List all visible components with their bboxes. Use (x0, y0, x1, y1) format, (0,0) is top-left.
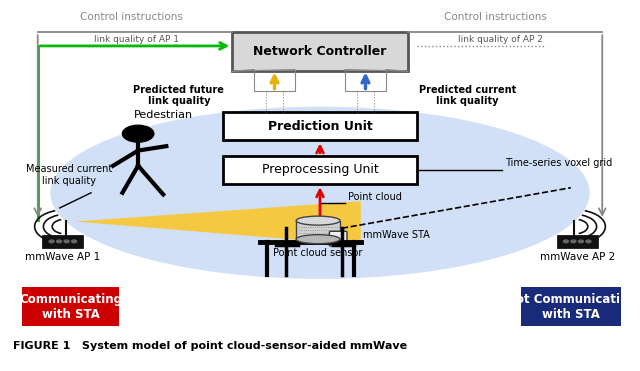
Text: link quality of AP 2: link quality of AP 2 (458, 35, 543, 43)
Polygon shape (76, 201, 361, 245)
Ellipse shape (51, 107, 589, 279)
Circle shape (571, 240, 576, 243)
Bar (223, 156, 417, 184)
Circle shape (49, 240, 54, 243)
Circle shape (122, 125, 154, 142)
Bar (521, 287, 621, 326)
Bar (232, 32, 408, 71)
Text: link quality of AP 1: link quality of AP 1 (94, 35, 179, 43)
Circle shape (64, 240, 69, 243)
Text: Predicted current
link quality: Predicted current link quality (419, 85, 516, 106)
Bar (254, 69, 295, 92)
Text: Preprocessing Unit: Preprocessing Unit (262, 164, 378, 177)
Ellipse shape (296, 216, 340, 225)
Circle shape (586, 240, 591, 243)
Text: Predicted future
link quality: Predicted future link quality (134, 85, 224, 106)
Bar (22, 287, 119, 326)
Circle shape (563, 240, 568, 243)
Circle shape (72, 240, 77, 243)
Text: Prediction Unit: Prediction Unit (268, 119, 372, 132)
Text: Network Controller: Network Controller (253, 45, 387, 58)
Text: mmWave AP 2: mmWave AP 2 (540, 252, 615, 262)
Bar (42, 235, 83, 248)
Text: Measured current
link quality: Measured current link quality (26, 164, 112, 186)
Bar (345, 69, 386, 92)
Text: FIGURE 1   System model of point cloud-sensor-aided mmWave: FIGURE 1 System model of point cloud-sen… (13, 341, 407, 351)
Text: Communicating
with STA: Communicating with STA (19, 293, 122, 321)
Circle shape (56, 240, 61, 243)
Ellipse shape (296, 235, 340, 244)
Bar (296, 221, 340, 239)
Text: mmWave AP 1: mmWave AP 1 (25, 252, 100, 262)
Text: Point cloud sensor: Point cloud sensor (273, 247, 363, 257)
Text: Point cloud: Point cloud (348, 192, 402, 202)
Text: Control instructions: Control instructions (81, 12, 183, 22)
Bar (223, 112, 417, 141)
Text: Pedestrian: Pedestrian (134, 110, 193, 120)
Text: Not Communicating
with STA: Not Communicating with STA (506, 293, 636, 321)
Circle shape (579, 240, 584, 243)
FancyBboxPatch shape (330, 231, 347, 246)
Text: mmWave STA: mmWave STA (363, 230, 429, 240)
Bar (557, 235, 598, 248)
Text: Control instructions: Control instructions (444, 12, 547, 22)
Text: Time-series voxel grid: Time-series voxel grid (505, 158, 612, 168)
